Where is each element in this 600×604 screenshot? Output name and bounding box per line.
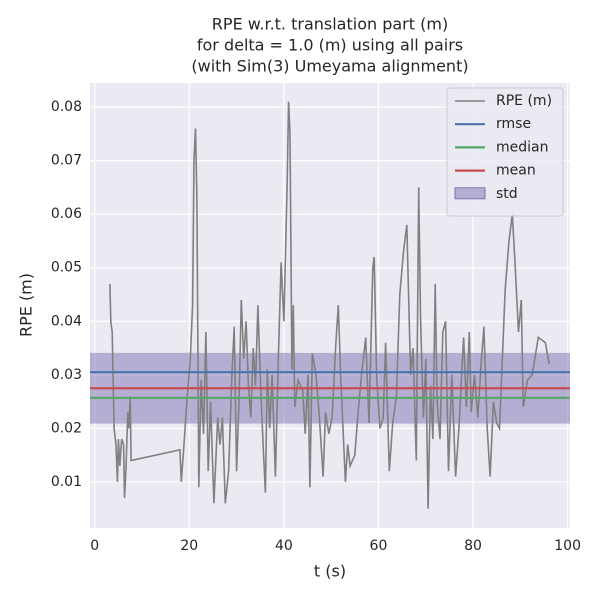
x-tick-label: 100 bbox=[554, 538, 581, 554]
data-line bbox=[109, 101, 550, 509]
x-tick-label: 20 bbox=[180, 538, 198, 554]
legend-label: RPE (m) bbox=[496, 93, 552, 109]
y-axis-label: RPE (m) bbox=[17, 273, 36, 337]
y-tick-label: 0.04 bbox=[51, 313, 82, 329]
chart-title: for delta = 1.0 (m) using all pairs bbox=[197, 36, 463, 55]
y-tick-label: 0.03 bbox=[51, 367, 82, 383]
legend-box bbox=[446, 87, 564, 217]
legend-swatch bbox=[454, 187, 486, 200]
chart-title: RPE w.r.t. translation part (m) bbox=[212, 15, 448, 34]
chart-title: (with Sim(3) Umeyama alignment) bbox=[191, 57, 468, 76]
y-tick-label: 0.02 bbox=[51, 420, 82, 436]
x-tick-label: 80 bbox=[464, 538, 482, 554]
legend-label: rmse bbox=[496, 116, 531, 132]
y-tick-label: 0.07 bbox=[51, 153, 82, 169]
y-tick-label: 0.08 bbox=[51, 99, 82, 115]
legend: RPE (m) rmse median mean std bbox=[446, 87, 564, 217]
legend-label: mean bbox=[496, 163, 536, 179]
x-tick-label: 0 bbox=[90, 538, 99, 554]
x-tick-label: 40 bbox=[275, 538, 293, 554]
y-tick-label: 0.06 bbox=[51, 206, 82, 222]
legend-label: median bbox=[496, 139, 548, 155]
y-tick-label: 0.01 bbox=[51, 474, 82, 490]
y-tick-label: 0.05 bbox=[51, 260, 82, 276]
x-axis-label: t (s) bbox=[314, 562, 346, 581]
x-tick-label: 60 bbox=[370, 538, 388, 554]
legend-label: std bbox=[496, 186, 518, 202]
